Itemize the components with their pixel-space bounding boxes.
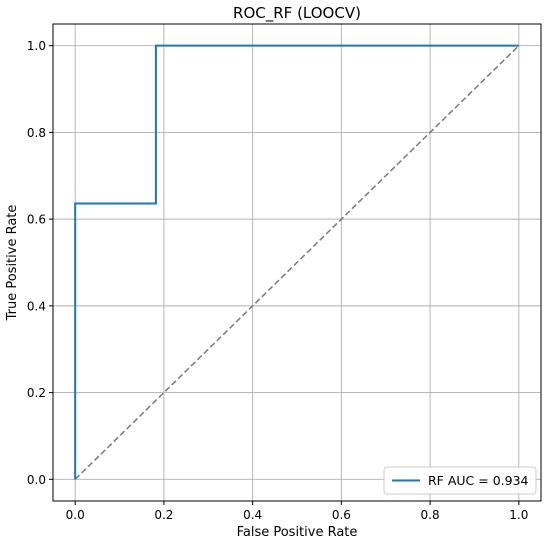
legend-label: RF AUC = 0.934 <box>428 473 529 488</box>
roc-curve-line <box>74 44 519 480</box>
x-tick-label: 1.0 <box>509 508 528 522</box>
x-tick-label: 0.6 <box>332 508 351 522</box>
x-tick-label: 0.4 <box>243 508 262 522</box>
y-tick-label: 0.8 <box>27 126 46 140</box>
y-tick-label: 0.4 <box>27 299 46 313</box>
plot-frame <box>52 23 542 502</box>
x-tick-label: 0.0 <box>66 508 85 522</box>
chart-title: ROC_RF (LOOCV) <box>233 4 361 23</box>
y-tick-label: 0.0 <box>27 473 46 487</box>
grid-lines <box>53 24 541 501</box>
series-lines <box>74 44 520 480</box>
x-tick-label: 0.8 <box>421 508 440 522</box>
chance-diagonal-line <box>74 45 520 480</box>
y-axis-label: True Positive Rate <box>5 205 20 322</box>
y-tick-label: 1.0 <box>27 39 46 53</box>
x-tick-label: 0.2 <box>154 508 173 522</box>
x-axis-label: False Positive Rate <box>237 525 358 540</box>
legend: RF AUC = 0.934 <box>383 466 537 495</box>
y-tick-label: 0.6 <box>27 213 46 227</box>
y-tick-label: 0.2 <box>27 386 46 400</box>
legend-box <box>383 466 537 495</box>
axis-ticks: 0.0 0.2 0.4 0.6 0.8 1.0 0.0 0.2 0.4 0.6 0.8 1.0 <box>27 39 528 522</box>
